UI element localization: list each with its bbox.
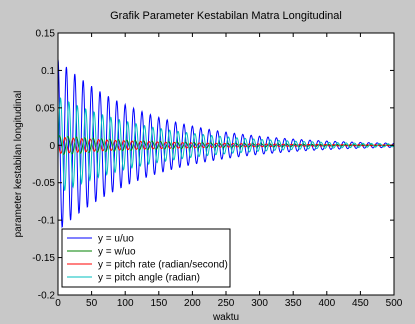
- y-tick-label-7: -0.2: [38, 291, 56, 302]
- chart-title: Grafik Parameter Kestabilan Matra Longit…: [110, 10, 342, 22]
- series-line-3: [58, 97, 394, 191]
- y-axis: 0.15 0.1 0.05 0 -0.05 -0.1 -0.15 -0.2: [32, 29, 394, 302]
- y-tick-label-2: 0.05: [36, 103, 56, 114]
- x-tick-label-6: 300: [251, 298, 268, 309]
- x-axis: 0 50 100 150 200 250 300 350 400 450 500: [55, 33, 403, 309]
- x-tick-label-2: 100: [117, 298, 134, 309]
- y-tick-label-0: 0.15: [36, 29, 56, 40]
- x-tick-label-9: 450: [352, 298, 369, 309]
- series-lines: [58, 59, 394, 228]
- x-tick-label-0: 0: [55, 298, 61, 309]
- legend-entry-0: y = u/uo: [98, 234, 134, 245]
- x-tick-label-1: 50: [86, 298, 98, 309]
- y-tick-label-4: -0.05: [32, 178, 55, 189]
- x-tick-label-7: 350: [285, 298, 302, 309]
- y-tick-label-1: 0.1: [41, 66, 55, 77]
- x-tick-label-10: 500: [386, 298, 403, 309]
- y-tick-label-5: -0.1: [38, 216, 56, 227]
- legend-entry-1: y = w/uo: [98, 247, 136, 258]
- y-tick-label-3: 0: [49, 141, 55, 152]
- series-line-2: [58, 136, 394, 154]
- legend-entry-3: y = pitch angle (radian): [98, 273, 200, 284]
- legend: y = u/uo y = w/uo y = pitch rate (radian/s…: [61, 228, 231, 288]
- x-tick-label-3: 150: [150, 298, 167, 309]
- y-axis-label: parameter kestabilan longitudinal: [13, 91, 24, 238]
- x-tick-label-4: 200: [184, 298, 201, 309]
- y-tick-label-6: -0.15: [32, 253, 55, 264]
- x-tick-label-8: 400: [318, 298, 335, 309]
- x-tick-label-5: 250: [218, 298, 235, 309]
- x-axis-label: waktu: [212, 312, 239, 323]
- legend-entry-2: y = pitch rate (radian/second): [98, 260, 228, 271]
